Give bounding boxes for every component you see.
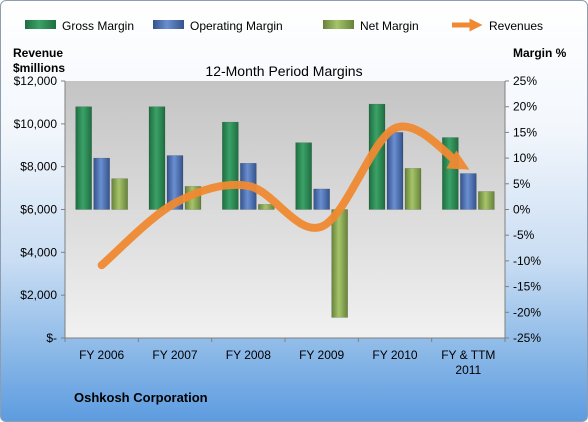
bar-net-margin-4: [404, 168, 422, 210]
bar-operating-margin-5: [460, 173, 477, 210]
legend-label-revenues: Revenues: [489, 19, 543, 33]
right-tick-label-7: 10%: [513, 151, 537, 165]
left-tick-label-4: $8,000: [20, 160, 57, 174]
bar-net-margin-3: [331, 209, 348, 318]
bar-net-margin-2: [258, 204, 275, 210]
right-tick-label-1: -20%: [513, 305, 541, 319]
category-label-2: FY 2008: [226, 348, 271, 362]
left-tick-label-3: $6,000: [20, 203, 57, 217]
legend-label-net-margin: Net Margin: [360, 19, 419, 33]
legend-swatch-operating-margin: [153, 20, 184, 29]
legend-label-gross-margin: Gross Margin: [62, 19, 134, 33]
right-tick-label-4: -5%: [513, 228, 535, 242]
legend-swatch-net-margin: [323, 20, 354, 29]
legend-swatch-gross-margin: [25, 20, 56, 29]
right-tick-label-9: 20%: [513, 100, 537, 114]
right-axis-title: Margin %: [513, 46, 567, 60]
category-label-3: FY 2009: [299, 348, 344, 362]
bar-net-margin-0: [111, 178, 128, 210]
bar-operating-margin-1: [166, 155, 184, 210]
left-tick-label-0: $-: [46, 331, 57, 345]
bar-gross-margin-2: [222, 121, 239, 210]
chart-title: 12-Month Period Margins: [205, 63, 362, 79]
company-name: Oshkosh Corporation: [74, 390, 208, 405]
bar-gross-margin-3: [295, 142, 312, 210]
bar-net-margin-5: [478, 191, 495, 210]
bar-operating-margin-4: [386, 132, 404, 210]
right-tick-label-8: 15%: [513, 125, 537, 139]
revenue-line-group: [97, 122, 470, 270]
left-tick-label-5: $10,000: [14, 117, 58, 131]
right-tick-label-6: 5%: [513, 177, 531, 191]
right-tick-label-10: 25%: [513, 74, 537, 88]
left-axis-title-line2: $millions: [13, 61, 65, 75]
left-tick-label-1: $2,000: [20, 288, 57, 302]
revenue-line: [97, 122, 470, 270]
right-tick-label-2: -15%: [513, 280, 541, 294]
bar-operating-margin-0: [93, 157, 110, 210]
axes-group: $- $2,000 $4,000 $6,000 $8,000 $10,000 $12,000…: [14, 74, 542, 377]
category-label-5-line2: 2011: [455, 363, 481, 377]
legend-label-operating-margin: Operating Margin: [190, 19, 283, 33]
right-tick-label-5: 0%: [513, 203, 531, 217]
left-axis-title-line1: Revenue: [13, 46, 63, 60]
category-label-5: FY & TTM: [441, 348, 495, 362]
category-label-0: FY 2006: [79, 348, 124, 362]
right-tick-label-3: -10%: [513, 254, 541, 268]
bar-gross-margin-0: [75, 106, 92, 210]
left-tick-label-6: $12,000: [14, 74, 58, 88]
chart-legend: Gross Margin Operating Margin Net Margin Re…: [25, 18, 543, 33]
left-tick-label-2: $4,000: [20, 245, 57, 259]
bar-operating-margin-3: [313, 188, 330, 210]
bar-gross-margin-1: [148, 106, 166, 210]
category-label-4: FY 2010: [372, 348, 417, 362]
right-tick-label-0: -25%: [513, 331, 541, 345]
category-label-1: FY 2007: [152, 348, 197, 362]
